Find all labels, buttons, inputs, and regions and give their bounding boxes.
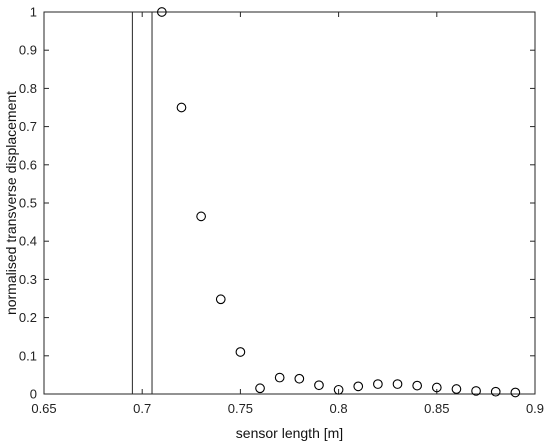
x-axis-title: sensor length [m]	[236, 425, 343, 441]
data-point	[176, 102, 187, 113]
x-tick-label: 0.65	[31, 401, 56, 416]
data-point	[333, 384, 344, 395]
x-tick-label: 0.85	[424, 401, 449, 416]
x-axis: 0.65 0.7 0.75 0.8 0.85 0.9	[31, 12, 544, 416]
y-tick-label: 0.2	[19, 310, 37, 325]
data-point	[510, 387, 521, 398]
data-point	[196, 211, 206, 222]
y-tick-label: 0.9	[19, 43, 37, 58]
y-tick-label: 0	[30, 387, 37, 402]
y-tick-label: 0.8	[19, 81, 37, 96]
data-point	[412, 380, 423, 391]
data-point	[215, 294, 226, 305]
data-point	[235, 347, 246, 357]
x-tick-label: 0.75	[228, 401, 253, 416]
data-point	[392, 379, 403, 389]
y-tick-label: 0.5	[19, 196, 37, 211]
y-axis: 0 0.1 0.2 0.3 0.4 0.5 0.6 0.7 0.8 0.9 1	[19, 5, 535, 402]
x-tick-label: 0.7	[133, 401, 151, 416]
data-point	[274, 372, 285, 383]
y-tick-label: 0.3	[19, 272, 37, 287]
y-tick-label: 0.4	[19, 234, 37, 249]
data-point	[156, 7, 167, 17]
data-point	[451, 384, 462, 394]
data-point	[490, 386, 501, 397]
x-tick-label: 0.8	[330, 401, 348, 416]
reference-lines	[131, 12, 153, 394]
data-point	[294, 373, 305, 384]
data-point	[255, 383, 265, 394]
data-point	[471, 386, 481, 396]
y-tick-label: 1	[30, 5, 37, 20]
data-point	[373, 379, 383, 389]
data-point	[314, 380, 324, 391]
plot-frame	[43, 11, 536, 395]
y-tick-label: 0.7	[19, 119, 37, 134]
y-tick-label: 0.1	[19, 348, 37, 363]
data-point	[353, 381, 364, 392]
y-axis-title: normalised transverse displacement	[3, 91, 19, 315]
x-tick-label: 0.9	[526, 401, 544, 416]
y-tick-label: 0.6	[19, 157, 37, 172]
data-series	[156, 7, 521, 398]
data-point	[431, 382, 442, 393]
